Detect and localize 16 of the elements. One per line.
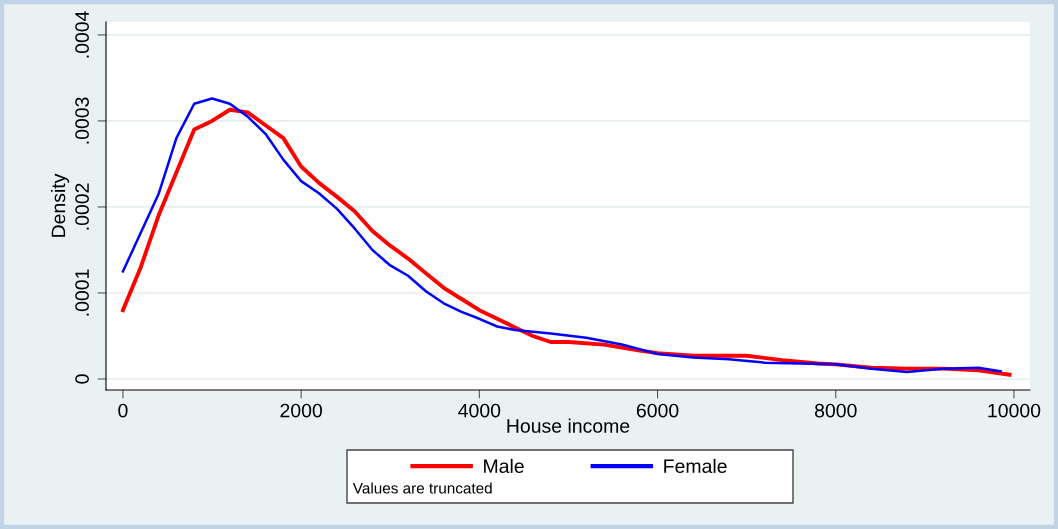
- x-tick-label: 10000: [988, 403, 1041, 418]
- x-tick-label: 0: [118, 403, 128, 418]
- x-tick-label: 8000: [814, 403, 857, 418]
- x-tick-label: 2000: [280, 403, 323, 418]
- y-tick-label: .0001: [75, 269, 89, 316]
- x-tick-label: 6000: [636, 403, 679, 418]
- y-tick-label: 0: [75, 374, 89, 384]
- y-axis-title: Density: [51, 173, 70, 237]
- y-tick-label: .0003: [75, 97, 89, 144]
- text: Values are truncated: [352, 482, 492, 494]
- legend-label: Female: [664, 458, 727, 474]
- legend-label: Male: [484, 458, 524, 474]
- x-axis-title: House income: [507, 418, 630, 433]
- x-tick-label: 4000: [458, 403, 501, 418]
- y-tick-label: .0004: [75, 11, 89, 58]
- y-tick-label: .0002: [75, 183, 89, 230]
